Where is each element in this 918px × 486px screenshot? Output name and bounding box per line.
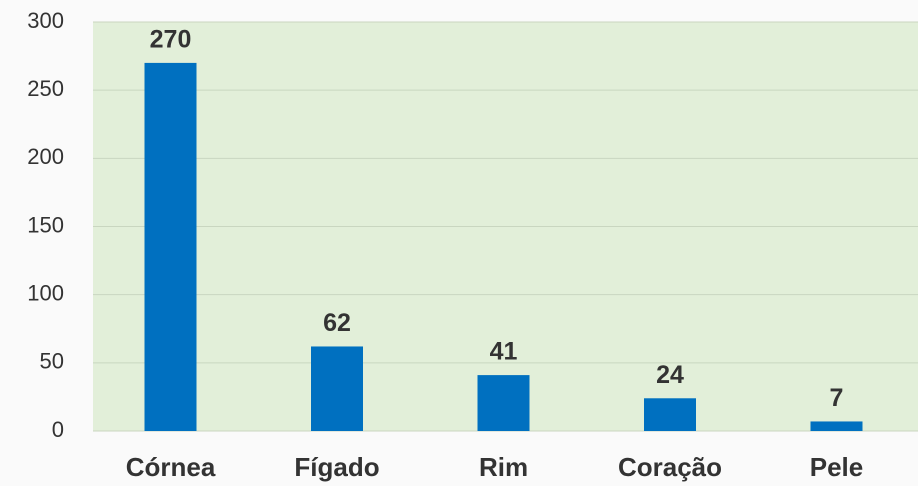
data-label: 270 xyxy=(150,26,192,54)
bar xyxy=(810,421,863,431)
y-tick-label: 100 xyxy=(27,280,64,305)
y-tick-label: 150 xyxy=(27,212,64,237)
bar xyxy=(144,62,197,432)
x-tick-label: Córnea xyxy=(126,452,216,482)
data-label: 62 xyxy=(323,309,351,337)
x-tick-label: Coração xyxy=(618,452,722,482)
x-tick-label: Pele xyxy=(810,452,864,482)
bar xyxy=(644,398,696,431)
y-tick-label: 200 xyxy=(27,144,64,169)
data-label: 41 xyxy=(490,338,518,366)
data-label: 7 xyxy=(830,384,844,412)
y-tick-label: 50 xyxy=(40,349,64,374)
y-tick-label: 300 xyxy=(27,8,64,33)
bar xyxy=(311,346,363,431)
data-label: 24 xyxy=(656,361,684,389)
y-tick-label: 0 xyxy=(52,417,64,442)
bar xyxy=(477,375,530,431)
y-tick-label: 250 xyxy=(27,76,64,101)
x-tick-label: Fígado xyxy=(294,452,379,482)
x-tick-label: Rim xyxy=(479,452,528,482)
